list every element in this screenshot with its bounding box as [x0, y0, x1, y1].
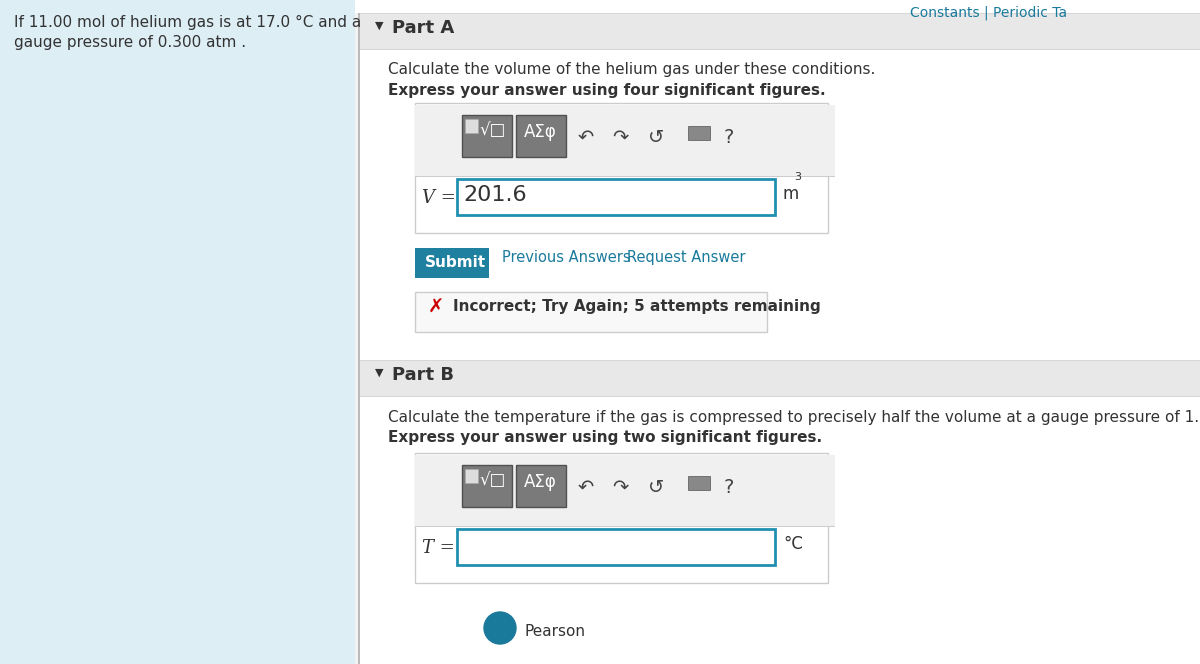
Text: °C: °C	[784, 535, 803, 553]
Text: ✗: ✗	[428, 298, 444, 317]
Bar	[415, 526, 835, 527]
Text: ▼: ▼	[374, 21, 384, 31]
Text: Pearson: Pearson	[526, 624, 586, 639]
Bar	[688, 126, 710, 140]
Text: Previous Answers: Previous Answers	[502, 250, 631, 265]
Bar	[466, 469, 478, 483]
Bar	[462, 115, 512, 157]
Text: If 11.00 mol of helium gas is at 17.0 °C and a: If 11.00 mol of helium gas is at 17.0 °C…	[14, 15, 361, 30]
Text: Incorrect; Try Again; 5 attempts remaining: Incorrect; Try Again; 5 attempts remaini…	[454, 299, 821, 314]
Text: ?: ?	[724, 128, 734, 147]
Text: Constants | Periodic Ta: Constants | Periodic Ta	[910, 5, 1067, 19]
Text: 201.6: 201.6	[463, 185, 527, 205]
Text: Calculate the volume of the helium gas under these conditions.: Calculate the volume of the helium gas u…	[388, 62, 875, 77]
Circle shape	[484, 612, 516, 644]
Text: ↺: ↺	[648, 478, 665, 497]
Text: ?: ?	[724, 478, 734, 497]
Bar	[0, 0, 355, 664]
Bar	[358, 360, 1200, 396]
Text: Express your answer using two significant figures.: Express your answer using two significan…	[388, 430, 822, 445]
Bar	[415, 248, 490, 278]
Text: m: m	[784, 185, 799, 203]
Bar	[415, 176, 835, 177]
Text: √□: √□	[479, 471, 505, 489]
Bar	[457, 529, 775, 565]
Bar	[415, 455, 835, 527]
Bar	[358, 13, 1200, 49]
Bar	[457, 179, 775, 215]
Bar	[415, 105, 835, 177]
Text: V =: V =	[422, 189, 456, 207]
Text: Request Answer: Request Answer	[628, 250, 745, 265]
Bar	[415, 292, 767, 332]
Bar	[415, 103, 828, 233]
Bar	[0, 0, 1200, 13]
Text: Express your answer using four significant figures.: Express your answer using four significa…	[388, 83, 826, 98]
Bar	[688, 476, 710, 490]
Bar	[415, 453, 828, 583]
Text: Part A: Part A	[392, 19, 455, 37]
Text: Submit: Submit	[425, 255, 486, 270]
Text: ▼: ▼	[374, 368, 384, 378]
Text: T =: T =	[422, 539, 455, 557]
Text: ↷: ↷	[612, 128, 629, 147]
Text: ↶: ↶	[578, 478, 594, 497]
Text: AΣφ: AΣφ	[524, 123, 557, 141]
Bar	[462, 465, 512, 507]
Text: gauge pressure of 0.300 atm .: gauge pressure of 0.300 atm .	[14, 35, 246, 50]
Text: ↺: ↺	[648, 128, 665, 147]
Text: ↶: ↶	[578, 128, 594, 147]
Text: Part B: Part B	[392, 366, 454, 384]
Text: Calculate the temperature if the gas is compressed to precisely half the volume : Calculate the temperature if the gas is …	[388, 410, 1200, 425]
Bar	[466, 119, 478, 133]
Text: AΣφ: AΣφ	[524, 473, 557, 491]
Text: 3: 3	[794, 172, 802, 182]
Bar	[358, 0, 1200, 664]
Text: ↷: ↷	[612, 478, 629, 497]
Text: √□: √□	[479, 121, 505, 139]
Bar	[358, 13, 360, 664]
Bar	[516, 465, 566, 507]
Bar	[516, 115, 566, 157]
